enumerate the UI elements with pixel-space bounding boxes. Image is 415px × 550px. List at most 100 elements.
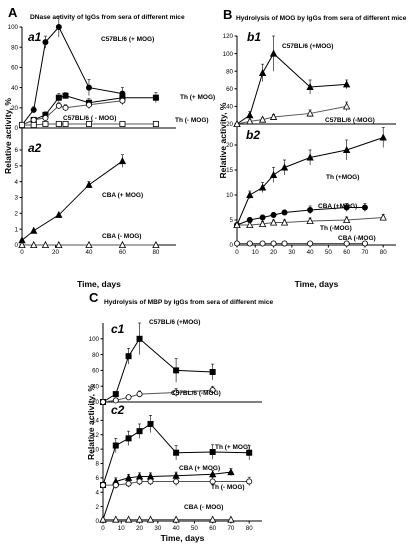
series-b2-1: CBA (+MOG) xyxy=(233,203,368,228)
data-point xyxy=(112,442,119,449)
x-tick-label: 40 xyxy=(307,249,314,256)
x-tick-label: 50 xyxy=(325,249,332,256)
subplot-label: b2 xyxy=(246,128,260,142)
data-point xyxy=(112,391,119,398)
data-point xyxy=(306,82,314,91)
y-axis-label: Relative activity, % xyxy=(86,384,96,460)
series-line xyxy=(21,160,123,241)
data-point xyxy=(124,515,133,523)
data-point xyxy=(125,480,132,487)
data-point xyxy=(136,478,143,485)
data-point xyxy=(306,216,314,225)
data-point xyxy=(361,240,368,247)
data-point xyxy=(30,240,38,249)
data-point xyxy=(306,109,314,117)
y-tick-label: 12 xyxy=(92,432,99,439)
series-label: CBA (+MOG) xyxy=(318,203,357,210)
series-label: C57BL/6 (+MOG) xyxy=(149,319,200,326)
y-tick-label: 120 xyxy=(223,33,234,40)
data-point xyxy=(100,482,107,489)
data-point xyxy=(233,220,241,229)
data-point xyxy=(85,101,92,108)
data-point xyxy=(246,111,254,119)
series-label: Th (+ MOG) xyxy=(180,94,215,101)
data-point xyxy=(147,478,154,485)
chart-panel-a: A DNase activity of IgGs from sera of dif… xyxy=(3,5,215,289)
data-point xyxy=(173,478,180,485)
data-point xyxy=(307,240,314,247)
y-tick-label: 14 xyxy=(92,418,99,425)
x-tick-label: 60 xyxy=(209,525,216,532)
series-label: CBA (+ MOG) xyxy=(179,465,220,472)
data-point xyxy=(270,240,277,247)
series-line xyxy=(236,137,384,226)
data-point xyxy=(136,391,143,398)
series-b2-2: Th (-MOG) xyxy=(233,213,387,232)
data-point xyxy=(85,120,92,127)
data-point xyxy=(30,121,37,128)
series-label: CBA (- MOG) xyxy=(102,233,141,240)
series-b1-1: C57BL/6 (-MOG) xyxy=(233,101,375,127)
subplot-label: a1 xyxy=(28,30,42,44)
panel-letter: A xyxy=(8,5,18,20)
y-tick-label: 20 xyxy=(92,399,99,406)
y-tick-label: 10 xyxy=(92,446,99,453)
subplot-b2: b2 0 5 10 15 20 Th (+MOG) CBA (+MOG) Th (-MOG) CB… xyxy=(226,127,387,249)
data-point xyxy=(173,449,180,456)
data-point xyxy=(62,104,69,111)
y-tick-label: 100 xyxy=(223,51,234,58)
y-tick-label: 80 xyxy=(92,352,99,359)
data-point xyxy=(18,121,25,128)
y-tick-label: 100 xyxy=(89,336,100,343)
data-point xyxy=(246,190,254,199)
x-tick-label: 80 xyxy=(152,249,159,256)
data-point xyxy=(259,214,266,221)
series-a2-0: CBA (+ MOG) xyxy=(18,154,143,244)
data-point xyxy=(281,209,288,216)
series-label: C57BL/6 (-MOG) xyxy=(171,390,221,397)
series-label: CBA (- MOG) xyxy=(184,504,223,511)
data-point xyxy=(259,240,266,247)
panel-letter: B xyxy=(223,7,232,22)
data-point xyxy=(246,240,253,247)
data-point xyxy=(281,240,288,247)
series-b2-0: Th (+MOG) xyxy=(233,127,387,229)
data-point xyxy=(361,204,368,211)
data-point xyxy=(269,170,278,179)
x-tick-label: 60 xyxy=(119,249,126,256)
x-tick-label: 30 xyxy=(288,249,295,256)
chart-panel-b: B Hydrolysis of MOG by IgGs from sera of … xyxy=(218,7,407,289)
data-point xyxy=(172,515,180,523)
series-label: Th (- MOG) xyxy=(175,117,209,124)
x-tick-label: 60 xyxy=(343,249,350,256)
data-point xyxy=(136,428,143,435)
y-tick-label: 0 xyxy=(15,242,19,249)
y-tick-label: 60 xyxy=(226,86,233,93)
y-tick-label: 5 xyxy=(230,217,234,224)
y-tick-label: 20 xyxy=(226,121,233,128)
y-tick-label: 60 xyxy=(11,65,18,72)
series-label: CBA (-MOG) xyxy=(338,235,376,242)
data-point xyxy=(30,226,38,234)
data-point xyxy=(209,387,216,394)
series-a2-1: CBA (- MOG) xyxy=(18,233,160,249)
panel-letter: C xyxy=(89,290,99,305)
x-axis-label: Time, days xyxy=(77,279,121,289)
chart-title: Hydrolysis of MOG by IgGs from sera of d… xyxy=(236,15,407,22)
y-tick-label: 6 xyxy=(15,147,19,154)
data-point xyxy=(269,218,278,226)
y-tick-label: 2 xyxy=(96,504,100,511)
x-axis-label: Time, days xyxy=(161,533,205,543)
y-tick-label: 3 xyxy=(15,195,19,202)
series-c2-1: CBA (+ MOG) xyxy=(99,465,235,523)
data-point xyxy=(42,120,49,127)
data-point xyxy=(85,240,93,249)
y-tick-label: 0 xyxy=(96,518,100,525)
subplot-b1: b1 20 40 60 80 100 120 C57BL/6 (+MOG) C57BL/6 (-… xyxy=(223,30,396,128)
data-point xyxy=(342,102,351,110)
y-tick-label: 20 xyxy=(226,142,233,149)
chart-panel-c: C Hydrolysis of MBP by IgGs from sera of … xyxy=(86,290,273,543)
data-point xyxy=(42,39,49,46)
data-point xyxy=(342,80,351,88)
